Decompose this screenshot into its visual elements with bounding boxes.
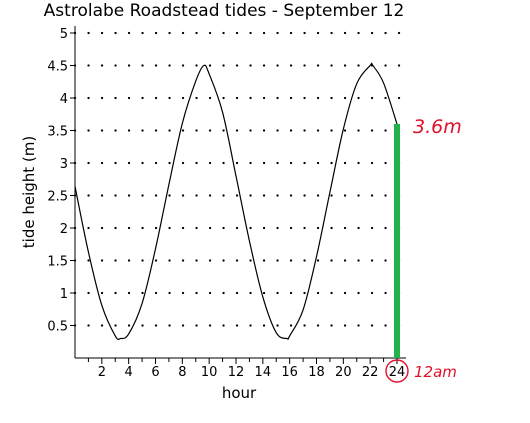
y-tick-label: 1.5 (47, 255, 68, 270)
y-axis-label: tide height (m) (20, 136, 38, 248)
x-tick-label: 8 (178, 365, 186, 380)
x-axis-label: hour (222, 384, 257, 402)
highlight-circle (385, 359, 409, 383)
x-tick-label: 16 (281, 365, 298, 380)
y-ticks: 0.5 1 1.5 2 2.5 3 3.5 4 4.5 5 (47, 27, 75, 335)
tide-line (74, 62, 398, 340)
y-tick-label: 2 (60, 222, 68, 237)
grid (73, 31, 403, 327)
x-ticks: 2 4 6 8 10 12 14 16 18 20 22 24 (87, 358, 406, 380)
y-tick-label: 3.5 (47, 125, 68, 140)
chart-title: Astrolabe Roadstead tides - September 12 (44, 1, 405, 21)
y-tick-label: 4 (60, 92, 68, 107)
x-tick-label: 4 (125, 365, 133, 380)
x-tick-label: 12 (228, 365, 245, 380)
x-tick-label: 20 (335, 365, 352, 380)
x-tick-label: 24 (389, 365, 406, 380)
time-annotation: 12am (414, 363, 457, 381)
x-tick-label: 10 (201, 365, 218, 380)
y-tick-label: 2.5 (47, 190, 68, 205)
x-tick-label: 18 (308, 365, 325, 380)
y-tick-label: 5 (60, 27, 68, 42)
y-tick-label: 0.5 (47, 320, 68, 335)
x-tick-label: 6 (151, 365, 159, 380)
value-annotation: 3.6m (413, 116, 462, 138)
x-tick-label: 22 (362, 365, 379, 380)
x-tick-label: 2 (98, 365, 106, 380)
y-tick-label: 4.5 (47, 60, 68, 75)
y-tick-label: 1 (60, 287, 68, 302)
y-tick-label: 3 (60, 157, 68, 172)
x-tick-label: 14 (255, 365, 272, 380)
